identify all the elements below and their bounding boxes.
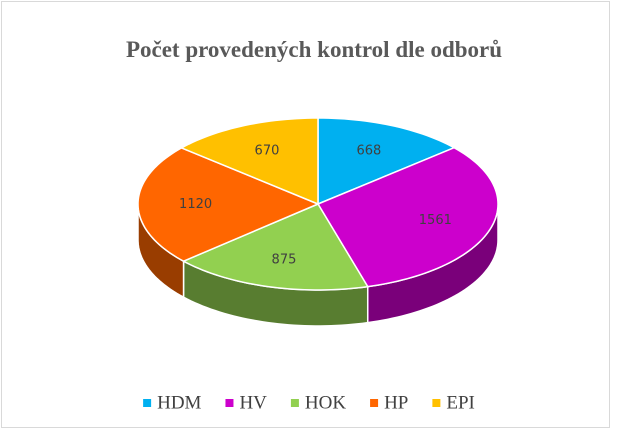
- pie-slice: [179, 117, 319, 206]
- pie-slice: [316, 146, 499, 288]
- pie-slice: [137, 147, 320, 263]
- legend-label: HOK: [305, 392, 346, 413]
- legend-label: HP: [384, 392, 408, 413]
- legend-swatch: [370, 399, 379, 407]
- data-label: 670: [255, 143, 280, 158]
- chart-title: Počet provedených kontrol dle odborů: [126, 37, 502, 62]
- data-label: 668: [356, 143, 381, 158]
- legend-label: EPI: [446, 392, 475, 413]
- data-label: 1120: [179, 197, 212, 212]
- data-label: 875: [272, 253, 297, 268]
- legend-label: HV: [239, 392, 267, 413]
- legend-swatch: [432, 399, 441, 407]
- pie-slice: [181, 203, 369, 291]
- legend-label: HDM: [157, 392, 201, 413]
- legend-swatch: [225, 399, 234, 407]
- pie-slice: [317, 117, 456, 206]
- legend-swatch: [290, 399, 299, 407]
- data-label: 1561: [419, 213, 452, 228]
- legend-swatch: [143, 399, 152, 407]
